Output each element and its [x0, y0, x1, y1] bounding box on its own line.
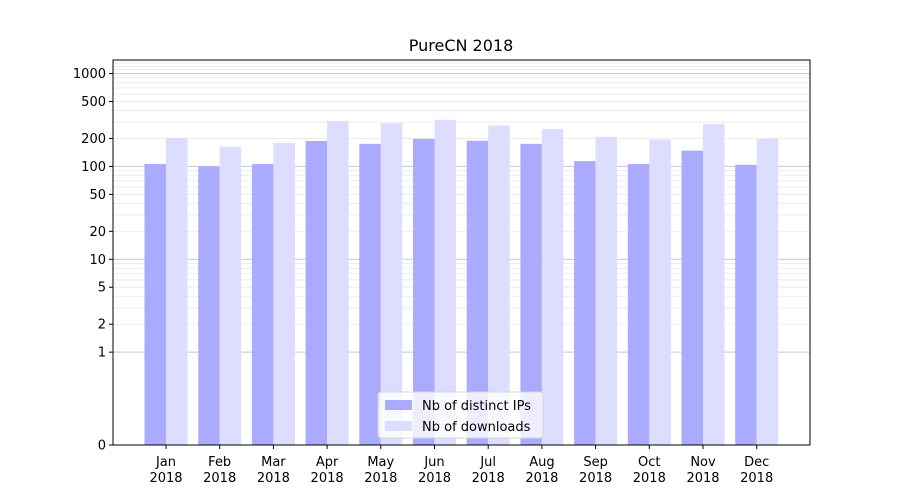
axis-layer: 01251020501002005001000Jan2018Feb2018Mar… — [73, 59, 811, 486]
bar-nb-of-downloads-jul — [488, 125, 510, 446]
bar-nb-of-downloads-apr — [327, 121, 349, 446]
x-tick-label-month: Jan — [155, 455, 176, 470]
plot-frame — [112, 59, 811, 446]
bar-nb-of-downloads-feb — [219, 146, 242, 446]
bar-nb-of-downloads-jan — [166, 137, 188, 445]
bar-nb-of-distinct-ips-apr — [305, 140, 328, 445]
bar-nb-of-distinct-ips-nov — [681, 150, 703, 445]
x-tick-label-year: 2018 — [472, 471, 505, 486]
bar-nb-of-distinct-ips-feb — [198, 166, 220, 446]
bar-nb-of-distinct-ips-mar — [251, 164, 274, 445]
y-tick-label: 500 — [81, 95, 106, 110]
x-tick-label-year: 2018 — [311, 471, 344, 486]
y-tick-label: 1 — [98, 346, 106, 361]
legend: Nb of distinct IPs Nb of downloads — [377, 391, 544, 439]
x-tick-label-year: 2018 — [257, 471, 290, 486]
x-tick-label-month: Nov — [690, 455, 716, 470]
legend-swatch — [385, 400, 412, 410]
bar-nb-of-distinct-ips-dec — [735, 164, 757, 445]
legend-label: Nb of downloads — [422, 420, 531, 435]
bar-nb-of-distinct-ips-sep — [574, 161, 596, 446]
x-tick-label-month: May — [367, 455, 394, 470]
x-tick-label-month: Aug — [529, 455, 554, 470]
bar-nb-of-downloads-dec — [756, 138, 779, 445]
x-tick-label-month: Feb — [208, 455, 231, 470]
y-tick-label: 5 — [98, 281, 106, 296]
x-tick-label-year: 2018 — [579, 471, 612, 486]
chart-title: PureCN 2018 — [409, 36, 514, 55]
x-tick-label-month: Mar — [261, 455, 286, 470]
x-tick-label-year: 2018 — [418, 471, 451, 486]
bar-nb-of-downloads-sep — [595, 136, 618, 445]
x-tick-label-year: 2018 — [525, 471, 558, 486]
y-tick-label: 20 — [89, 225, 106, 240]
y-tick-label: 50 — [89, 188, 106, 203]
legend-label: Nb of distinct IPs — [422, 399, 531, 414]
x-tick-label-year: 2018 — [633, 471, 666, 486]
bar-nb-of-distinct-ips-oct — [627, 164, 650, 445]
legend-swatch — [385, 421, 412, 431]
y-tick-label: 0 — [98, 439, 106, 454]
y-tick-label: 2 — [98, 318, 106, 333]
x-tick-label-year: 2018 — [686, 471, 719, 486]
x-tick-label-year: 2018 — [149, 471, 182, 486]
bar-nb-of-downloads-jun — [434, 119, 456, 446]
bar-layer — [144, 119, 779, 446]
y-tick-label: 10 — [89, 253, 106, 268]
bar-nb-of-downloads-aug — [541, 128, 564, 445]
y-tick-label: 1000 — [73, 67, 106, 82]
bar-nb-of-distinct-ips-jan — [144, 164, 166, 445]
x-tick-label-month: Apr — [316, 455, 339, 470]
x-tick-label-year: 2018 — [740, 471, 773, 486]
bar-nb-of-downloads-may — [380, 123, 403, 445]
x-tick-label-month: Oct — [638, 455, 660, 470]
x-tick-label-month: Dec — [744, 455, 769, 470]
bar-nb-of-downloads-oct — [649, 139, 671, 446]
bar-nb-of-distinct-ips-aug — [520, 143, 542, 445]
bar-nb-of-downloads-mar — [273, 142, 295, 445]
y-tick-label: 100 — [81, 160, 106, 175]
x-tick-label-year: 2018 — [203, 471, 236, 486]
y-tick-label: 200 — [81, 132, 106, 147]
x-tick-label-month: Jun — [423, 455, 444, 470]
bar-nb-of-distinct-ips-jun — [413, 138, 435, 445]
x-tick-label-month: Jul — [479, 455, 496, 470]
bar-nb-of-downloads-nov — [703, 124, 725, 445]
x-tick-label-month: Sep — [583, 455, 608, 470]
bar-nb-of-distinct-ips-may — [359, 143, 381, 445]
legend-box — [377, 391, 544, 439]
x-tick-label-year: 2018 — [364, 471, 397, 486]
bar-nb-of-distinct-ips-jul — [466, 140, 489, 445]
